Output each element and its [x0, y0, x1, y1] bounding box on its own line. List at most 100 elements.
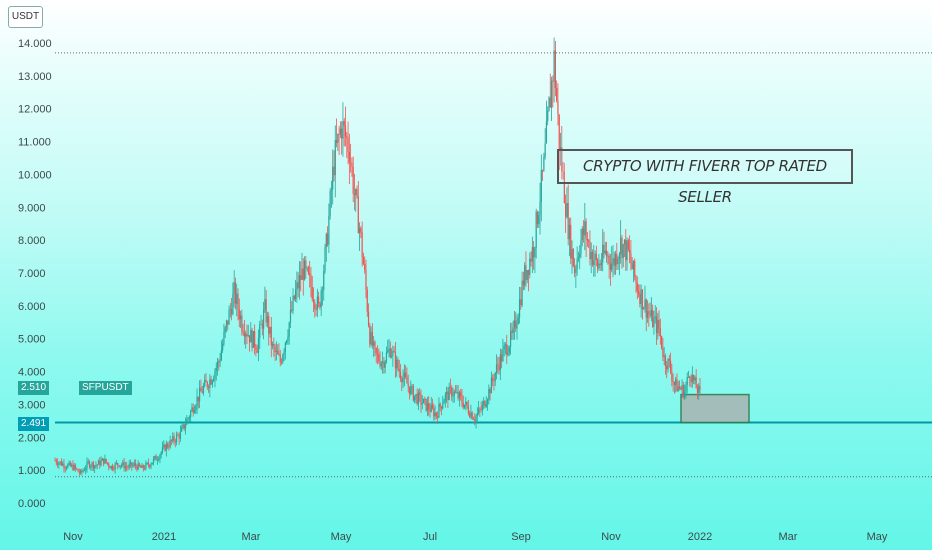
candle-body [213, 378, 215, 381]
candle-body [406, 376, 408, 384]
candle-body [146, 462, 148, 464]
candle-body [385, 352, 388, 362]
candle-body [312, 299, 315, 303]
candle-body [105, 458, 107, 463]
candle-body [695, 377, 697, 389]
candle-body [669, 360, 672, 372]
candle-body [346, 136, 348, 139]
candle-body [58, 462, 60, 465]
candle-body [530, 258, 532, 262]
candle-body [393, 351, 395, 353]
candle-body [333, 166, 335, 176]
unit-badge[interactable]: USDT [8, 6, 43, 28]
candle-body [699, 385, 701, 390]
candle-body [328, 215, 330, 245]
y-tick-label: 0.000 [18, 498, 46, 510]
candle-body [150, 464, 152, 467]
candle-body [138, 463, 141, 467]
candle-body [663, 355, 665, 357]
candle-body [515, 320, 517, 329]
candle-body [609, 263, 612, 270]
candle-body [585, 221, 587, 240]
candle-body [251, 330, 253, 348]
candle-body [636, 283, 638, 292]
candle-body [465, 401, 467, 405]
candle-body [691, 374, 693, 383]
candle-body [509, 330, 512, 348]
candle-body [348, 151, 350, 163]
candle-body [439, 403, 441, 407]
candle-body [492, 377, 494, 381]
candle-body [655, 316, 658, 334]
candle-body [572, 249, 574, 267]
candle-body [402, 377, 404, 383]
candle-body [575, 268, 577, 273]
candle-body [462, 402, 464, 408]
candle-body [472, 418, 475, 420]
candle-body [577, 257, 580, 259]
candle-body [579, 253, 581, 258]
candle-body [540, 170, 542, 202]
candle-body [625, 239, 627, 261]
candle-body [415, 394, 417, 396]
candle-body [620, 237, 622, 255]
candle-body [270, 326, 272, 346]
candle-body [218, 361, 220, 363]
candle-body [495, 364, 498, 373]
x-tick-label: Mar [779, 531, 798, 543]
candle-body [517, 317, 519, 324]
candle-body [629, 249, 631, 254]
candle-body [502, 349, 504, 362]
candle-body [426, 403, 429, 411]
candle-body [364, 264, 366, 270]
candle-body [631, 263, 633, 270]
candle-body [653, 318, 655, 327]
candle-body [279, 354, 281, 363]
candle-body [351, 163, 353, 168]
candle-body [373, 341, 375, 346]
candle-body [302, 268, 304, 280]
candle-body [549, 97, 551, 108]
candle-body [174, 441, 176, 443]
candle-body [518, 299, 521, 318]
candle-body [329, 191, 331, 216]
candle-body [123, 462, 125, 469]
candle-body [603, 244, 605, 254]
candle-body [644, 299, 646, 308]
candle-body [374, 341, 376, 348]
candle-body [562, 171, 564, 173]
candle-body [434, 412, 436, 417]
candle-body [222, 343, 224, 351]
candle-body [407, 383, 409, 387]
candle-body [686, 377, 688, 386]
candle-body [129, 462, 132, 465]
annotation-label[interactable]: CRYPTO WITH FIVERR TOP RATED SELLER [557, 149, 853, 206]
candle-body [608, 255, 610, 264]
candle-body [438, 403, 440, 418]
candle-body [527, 270, 530, 275]
candle-body [104, 458, 106, 464]
candle-body [453, 391, 455, 396]
candle-body [666, 365, 668, 370]
candle-body [122, 462, 124, 466]
y-tick-label: 11.000 [18, 137, 51, 149]
y-tick-label: 5.000 [18, 334, 46, 346]
candle-body [616, 253, 618, 265]
candle-body [186, 419, 188, 425]
candle-body [584, 221, 586, 236]
candle-body [478, 408, 480, 414]
candle-body [371, 331, 373, 346]
candle-body [360, 227, 362, 233]
candle-body [668, 358, 670, 361]
candle-body [265, 299, 267, 323]
candle-body [182, 424, 184, 428]
candle-body [672, 380, 674, 383]
candle-body [236, 293, 238, 304]
candle-body [657, 319, 659, 334]
candle-body [191, 407, 193, 412]
candle-body [260, 323, 262, 325]
candle-body [283, 351, 285, 356]
candle-body [384, 361, 386, 368]
